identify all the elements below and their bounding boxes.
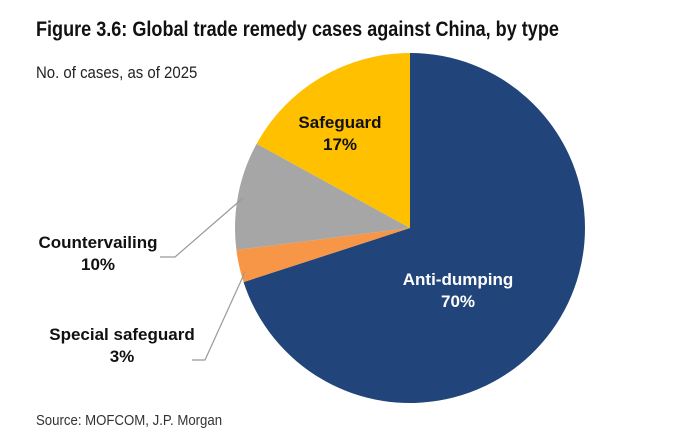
chart-title: Figure 3.6: Global trade remedy cases ag… bbox=[36, 18, 559, 41]
pie-slice-safeguard bbox=[256, 53, 410, 228]
pie-slice-special-safeguard bbox=[236, 228, 410, 283]
pie-slice-anti-dumping bbox=[243, 53, 585, 403]
slice-label: Anti-dumping bbox=[403, 270, 513, 289]
slice-value-label: 70% bbox=[441, 292, 475, 311]
slice-value-label: 10% bbox=[81, 255, 115, 274]
pie-slice-countervailing bbox=[235, 143, 410, 250]
slice-label: Countervailing bbox=[38, 233, 157, 252]
chart-subtitle: No. of cases, as of 2025 bbox=[36, 63, 198, 82]
leader-line bbox=[160, 197, 244, 258]
slice-label: Special safeguard bbox=[49, 325, 195, 344]
leader-line bbox=[192, 271, 246, 361]
source-note: Source: MOFCOM, J.P. Morgan bbox=[36, 412, 223, 429]
slice-value-label: 17% bbox=[323, 135, 357, 154]
slice-value-label: 3% bbox=[110, 347, 135, 366]
slice-label: Safeguard bbox=[298, 113, 381, 132]
